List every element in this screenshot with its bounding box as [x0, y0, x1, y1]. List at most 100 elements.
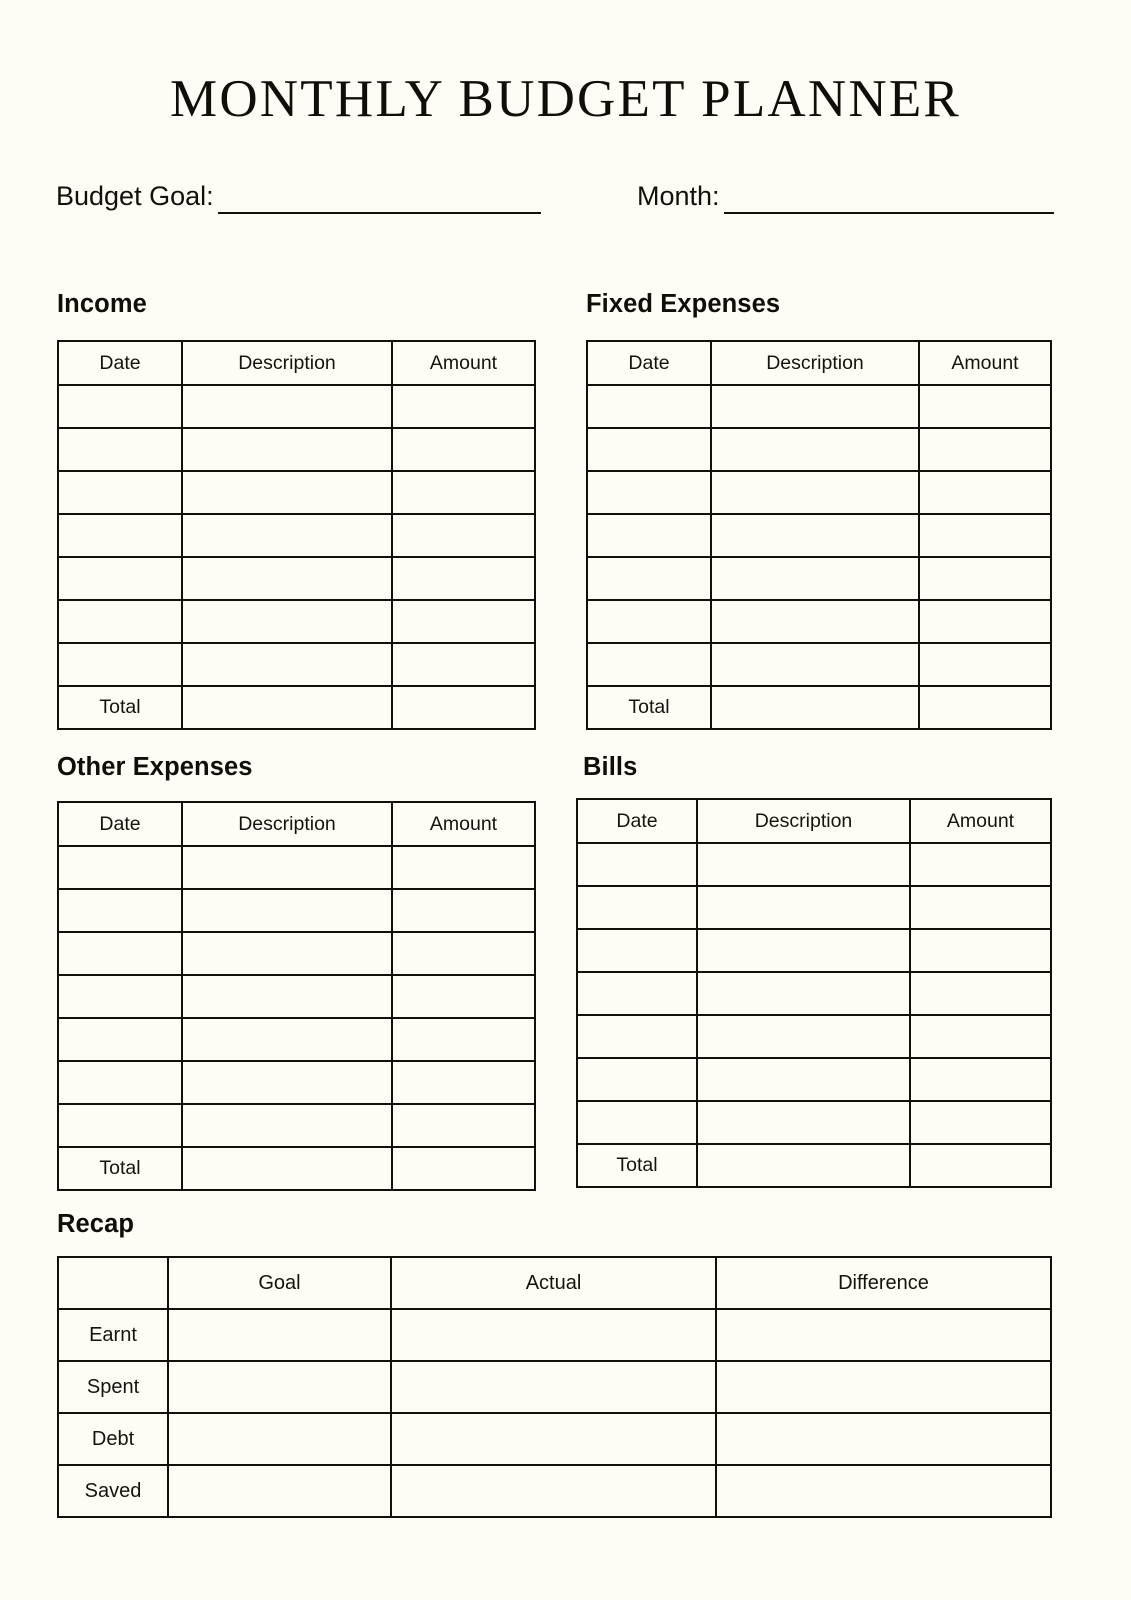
cell-description[interactable] — [181, 556, 393, 601]
cell-date[interactable] — [576, 885, 698, 930]
cell-date[interactable] — [57, 931, 183, 976]
cell-amount[interactable] — [391, 888, 536, 933]
cell-description[interactable] — [181, 1060, 393, 1105]
cell-date[interactable] — [57, 1103, 183, 1148]
cell-amount[interactable] — [391, 1103, 536, 1148]
cell-description[interactable] — [696, 1057, 911, 1102]
cell-goal[interactable] — [167, 1412, 392, 1466]
cell-date[interactable] — [57, 845, 183, 890]
cell-date[interactable] — [586, 384, 712, 429]
cell-amount[interactable] — [909, 1014, 1052, 1059]
cell-actual[interactable] — [390, 1360, 717, 1414]
cell-amount[interactable] — [918, 513, 1052, 558]
cell-date[interactable] — [57, 888, 183, 933]
cell-amount[interactable] — [909, 1057, 1052, 1102]
cell-amount[interactable] — [909, 971, 1052, 1016]
cell-date[interactable] — [57, 1017, 183, 1062]
total-spacer[interactable] — [696, 1143, 911, 1188]
cell-date[interactable] — [576, 971, 698, 1016]
cell-date[interactable] — [57, 556, 183, 601]
cell-amount[interactable] — [909, 928, 1052, 973]
budget-goal-field[interactable]: Budget Goal: — [56, 183, 541, 214]
cell-date[interactable] — [586, 427, 712, 472]
cell-amount[interactable] — [391, 427, 536, 472]
cell-amount[interactable] — [391, 974, 536, 1019]
cell-description[interactable] — [710, 427, 920, 472]
cell-actual[interactable] — [390, 1412, 717, 1466]
total-amount[interactable] — [391, 1146, 536, 1191]
cell-date[interactable] — [586, 642, 712, 687]
cell-amount[interactable] — [391, 384, 536, 429]
cell-date[interactable] — [576, 1014, 698, 1059]
cell-amount[interactable] — [918, 599, 1052, 644]
cell-date[interactable] — [57, 599, 183, 644]
cell-date[interactable] — [586, 470, 712, 515]
cell-description[interactable] — [696, 885, 911, 930]
cell-actual[interactable] — [390, 1464, 717, 1518]
cell-amount[interactable] — [918, 470, 1052, 515]
cell-description[interactable] — [181, 384, 393, 429]
cell-description[interactable] — [710, 513, 920, 558]
cell-description[interactable] — [181, 513, 393, 558]
cell-amount[interactable] — [391, 599, 536, 644]
cell-date[interactable] — [576, 928, 698, 973]
cell-amount[interactable] — [391, 1060, 536, 1105]
cell-description[interactable] — [696, 1100, 911, 1145]
total-spacer[interactable] — [181, 685, 393, 730]
total-amount[interactable] — [909, 1143, 1052, 1188]
cell-difference[interactable] — [715, 1464, 1052, 1518]
cell-date[interactable] — [576, 842, 698, 887]
cell-amount[interactable] — [918, 427, 1052, 472]
cell-amount[interactable] — [918, 556, 1052, 601]
cell-description[interactable] — [181, 931, 393, 976]
cell-description[interactable] — [696, 928, 911, 973]
cell-description[interactable] — [696, 842, 911, 887]
cell-amount[interactable] — [391, 470, 536, 515]
cell-goal[interactable] — [167, 1464, 392, 1518]
total-amount[interactable] — [391, 685, 536, 730]
cell-amount[interactable] — [391, 642, 536, 687]
cell-date[interactable] — [57, 470, 183, 515]
cell-amount[interactable] — [391, 513, 536, 558]
cell-description[interactable] — [181, 642, 393, 687]
cell-date[interactable] — [57, 427, 183, 472]
cell-date[interactable] — [586, 599, 712, 644]
cell-date[interactable] — [57, 1060, 183, 1105]
cell-amount[interactable] — [918, 384, 1052, 429]
cell-amount[interactable] — [391, 931, 536, 976]
cell-description[interactable] — [181, 599, 393, 644]
cell-date[interactable] — [586, 556, 712, 601]
cell-description[interactable] — [696, 1014, 911, 1059]
cell-difference[interactable] — [715, 1412, 1052, 1466]
cell-description[interactable] — [710, 384, 920, 429]
cell-description[interactable] — [710, 470, 920, 515]
cell-description[interactable] — [181, 1017, 393, 1062]
cell-actual[interactable] — [390, 1308, 717, 1362]
cell-description[interactable] — [710, 642, 920, 687]
cell-date[interactable] — [57, 642, 183, 687]
total-spacer[interactable] — [710, 685, 920, 730]
cell-goal[interactable] — [167, 1308, 392, 1362]
cell-amount[interactable] — [391, 845, 536, 890]
cell-date[interactable] — [57, 974, 183, 1019]
cell-description[interactable] — [181, 1103, 393, 1148]
month-field[interactable]: Month: — [637, 183, 1054, 214]
month-input[interactable] — [723, 211, 1054, 214]
cell-amount[interactable] — [391, 556, 536, 601]
cell-description[interactable] — [696, 971, 911, 1016]
cell-amount[interactable] — [918, 642, 1052, 687]
cell-date[interactable] — [576, 1100, 698, 1145]
budget-goal-input[interactable] — [217, 211, 541, 214]
cell-description[interactable] — [181, 470, 393, 515]
cell-date[interactable] — [586, 513, 712, 558]
cell-amount[interactable] — [909, 1100, 1052, 1145]
total-spacer[interactable] — [181, 1146, 393, 1191]
cell-amount[interactable] — [909, 885, 1052, 930]
cell-amount[interactable] — [391, 1017, 536, 1062]
cell-date[interactable] — [57, 384, 183, 429]
cell-description[interactable] — [181, 427, 393, 472]
cell-date[interactable] — [576, 1057, 698, 1102]
cell-difference[interactable] — [715, 1360, 1052, 1414]
cell-date[interactable] — [57, 513, 183, 558]
cell-description[interactable] — [181, 974, 393, 1019]
